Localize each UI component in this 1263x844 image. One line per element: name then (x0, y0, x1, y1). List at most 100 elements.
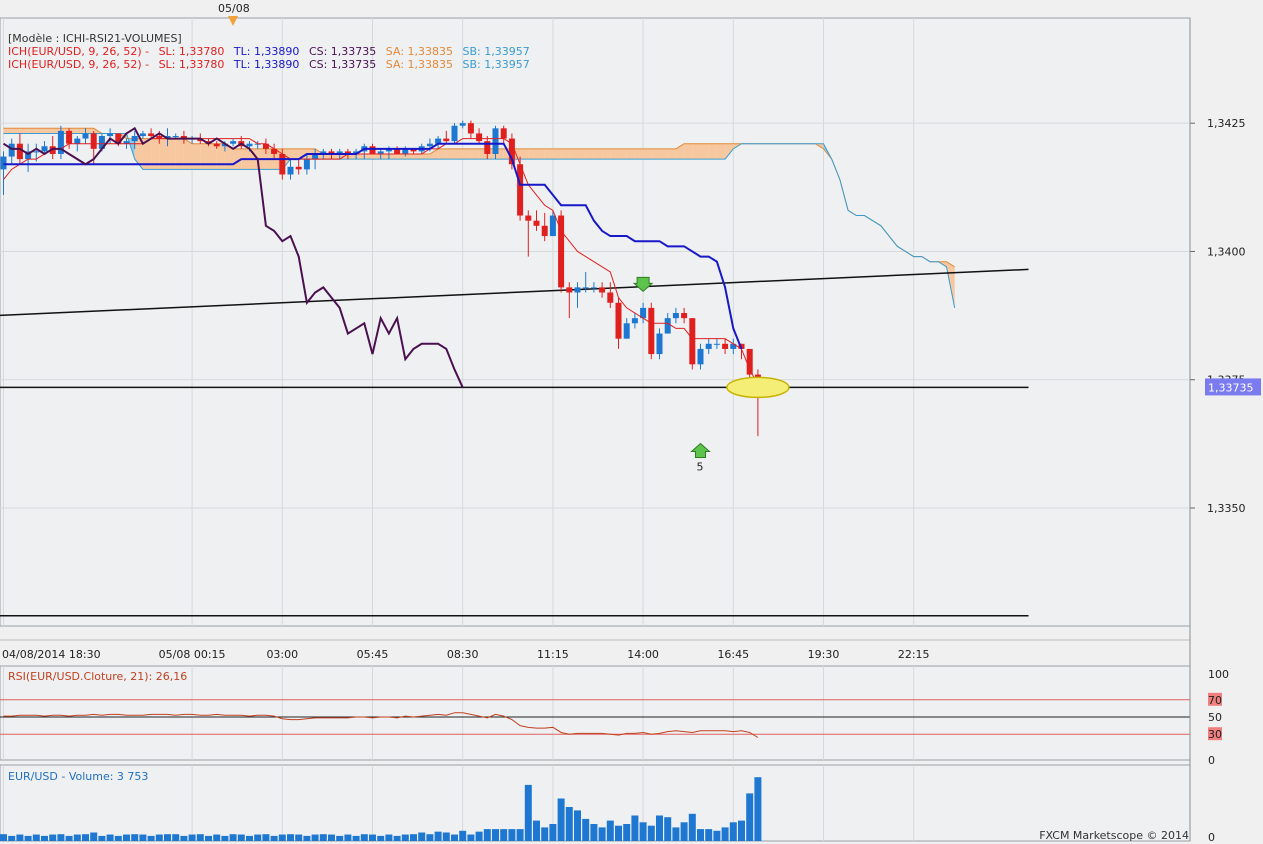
volume-bar (754, 777, 762, 841)
candle-body (353, 151, 360, 154)
rsi-tick-label: 70 (1208, 694, 1222, 707)
volume-bar (738, 820, 745, 841)
cloud-segment (3, 128, 12, 134)
candle-body (33, 151, 40, 153)
cloud-segment (470, 148, 480, 160)
date-marker-label: 05/08 (218, 2, 250, 15)
cloud-segment (593, 148, 603, 160)
cloud-segment (569, 148, 578, 160)
candle-body (25, 151, 32, 160)
cloud-segment (208, 143, 217, 170)
volume-bar (401, 834, 409, 841)
cloud-segment (454, 148, 463, 160)
cloud-segment (11, 128, 20, 134)
volume-bar (237, 834, 245, 841)
volume-bar (688, 813, 696, 841)
volume-bar (188, 834, 196, 841)
cloud-segment (684, 143, 693, 160)
volume-bar (65, 835, 73, 841)
volume-bar (680, 822, 688, 841)
cloud-segment (323, 153, 332, 160)
volume-bar (319, 834, 327, 841)
cloud-segment (192, 143, 201, 170)
volume-bar (483, 829, 491, 841)
volume-bar (336, 835, 344, 841)
brand-label: FXCM Marketscope © 2014 (1039, 829, 1189, 842)
candle-body (221, 143, 228, 147)
volume-bar (451, 834, 458, 841)
trendline (0, 268, 1029, 317)
candle-body (656, 333, 663, 355)
candle-body (631, 318, 638, 324)
date-marker-triangle (228, 16, 238, 26)
volume-bar (123, 834, 130, 841)
volume-bar (549, 824, 557, 841)
volume-bar (746, 793, 754, 841)
volume-bar (647, 825, 655, 841)
candle-body (336, 151, 343, 154)
cloud-segment (28, 128, 37, 134)
candle-body (672, 313, 679, 319)
cloud-segment (462, 148, 471, 160)
volume-bar (492, 829, 499, 841)
volume-bar (500, 829, 508, 841)
cloud-segment (675, 143, 685, 160)
cloud-segment (151, 138, 160, 170)
cloud-segment (356, 153, 365, 160)
candle-body (558, 215, 565, 288)
volume-bar (369, 834, 376, 841)
volume-bar (106, 834, 114, 841)
cloud-segment (372, 153, 381, 160)
candle-body (394, 148, 401, 154)
volume-bar (565, 807, 573, 841)
candle-body (57, 130, 64, 154)
cloud-segment (602, 148, 611, 160)
candle-body (476, 133, 483, 142)
volume-bar (32, 834, 40, 841)
volume-bar (697, 829, 704, 841)
tenkan-line (3, 138, 759, 386)
rsi-panel (0, 665, 1191, 761)
candle-body (615, 302, 622, 339)
candle-body (713, 343, 720, 345)
x-tick-label: 11:15 (537, 648, 569, 661)
candle-body (525, 215, 532, 221)
cloud-segment (634, 148, 644, 160)
candle-body (8, 143, 15, 157)
ichimoku-legend-1: ICH(EUR/USD, 9, 26, 52) - SL: 1,33780 TL… (8, 45, 536, 58)
buy-signal-arrow (690, 442, 711, 459)
candle-body (607, 292, 614, 303)
volume-bar (557, 798, 565, 841)
volume-bar (475, 831, 483, 841)
rsi-level-tag (1208, 692, 1222, 706)
cloud-segment (520, 148, 529, 160)
candle-body (435, 138, 442, 144)
y-tick-label: 1,3350 (1207, 502, 1246, 515)
volume-bar (467, 834, 475, 841)
cloud-segment (446, 148, 455, 160)
volume-bar (213, 834, 221, 841)
cloud-segment (167, 138, 176, 170)
cloud-segment (216, 143, 225, 170)
volume-bar (41, 835, 48, 841)
candle-body (320, 151, 327, 154)
ich-cs: CS: 1,33735 (308, 45, 377, 58)
volume-bar (180, 835, 188, 841)
candle-body (164, 136, 171, 139)
candle-body (582, 287, 589, 289)
ichimoku-legend-2: ICH(EUR/USD, 9, 26, 52) - SL: 1,33780 TL… (8, 58, 536, 71)
cloud-segment (77, 128, 86, 134)
cloud-segment (577, 148, 586, 160)
volume-bar (57, 834, 65, 841)
volume-bar (721, 827, 729, 841)
volume-bar (533, 820, 540, 841)
candle-body (402, 148, 409, 154)
cloud-segment (159, 138, 168, 170)
candle-body (74, 138, 81, 144)
chikou-line (2, 126, 464, 388)
cloud-segment (413, 153, 422, 160)
volume-bar (385, 834, 393, 841)
candle-body (500, 128, 507, 139)
signal-count-label: 5 (697, 461, 704, 474)
